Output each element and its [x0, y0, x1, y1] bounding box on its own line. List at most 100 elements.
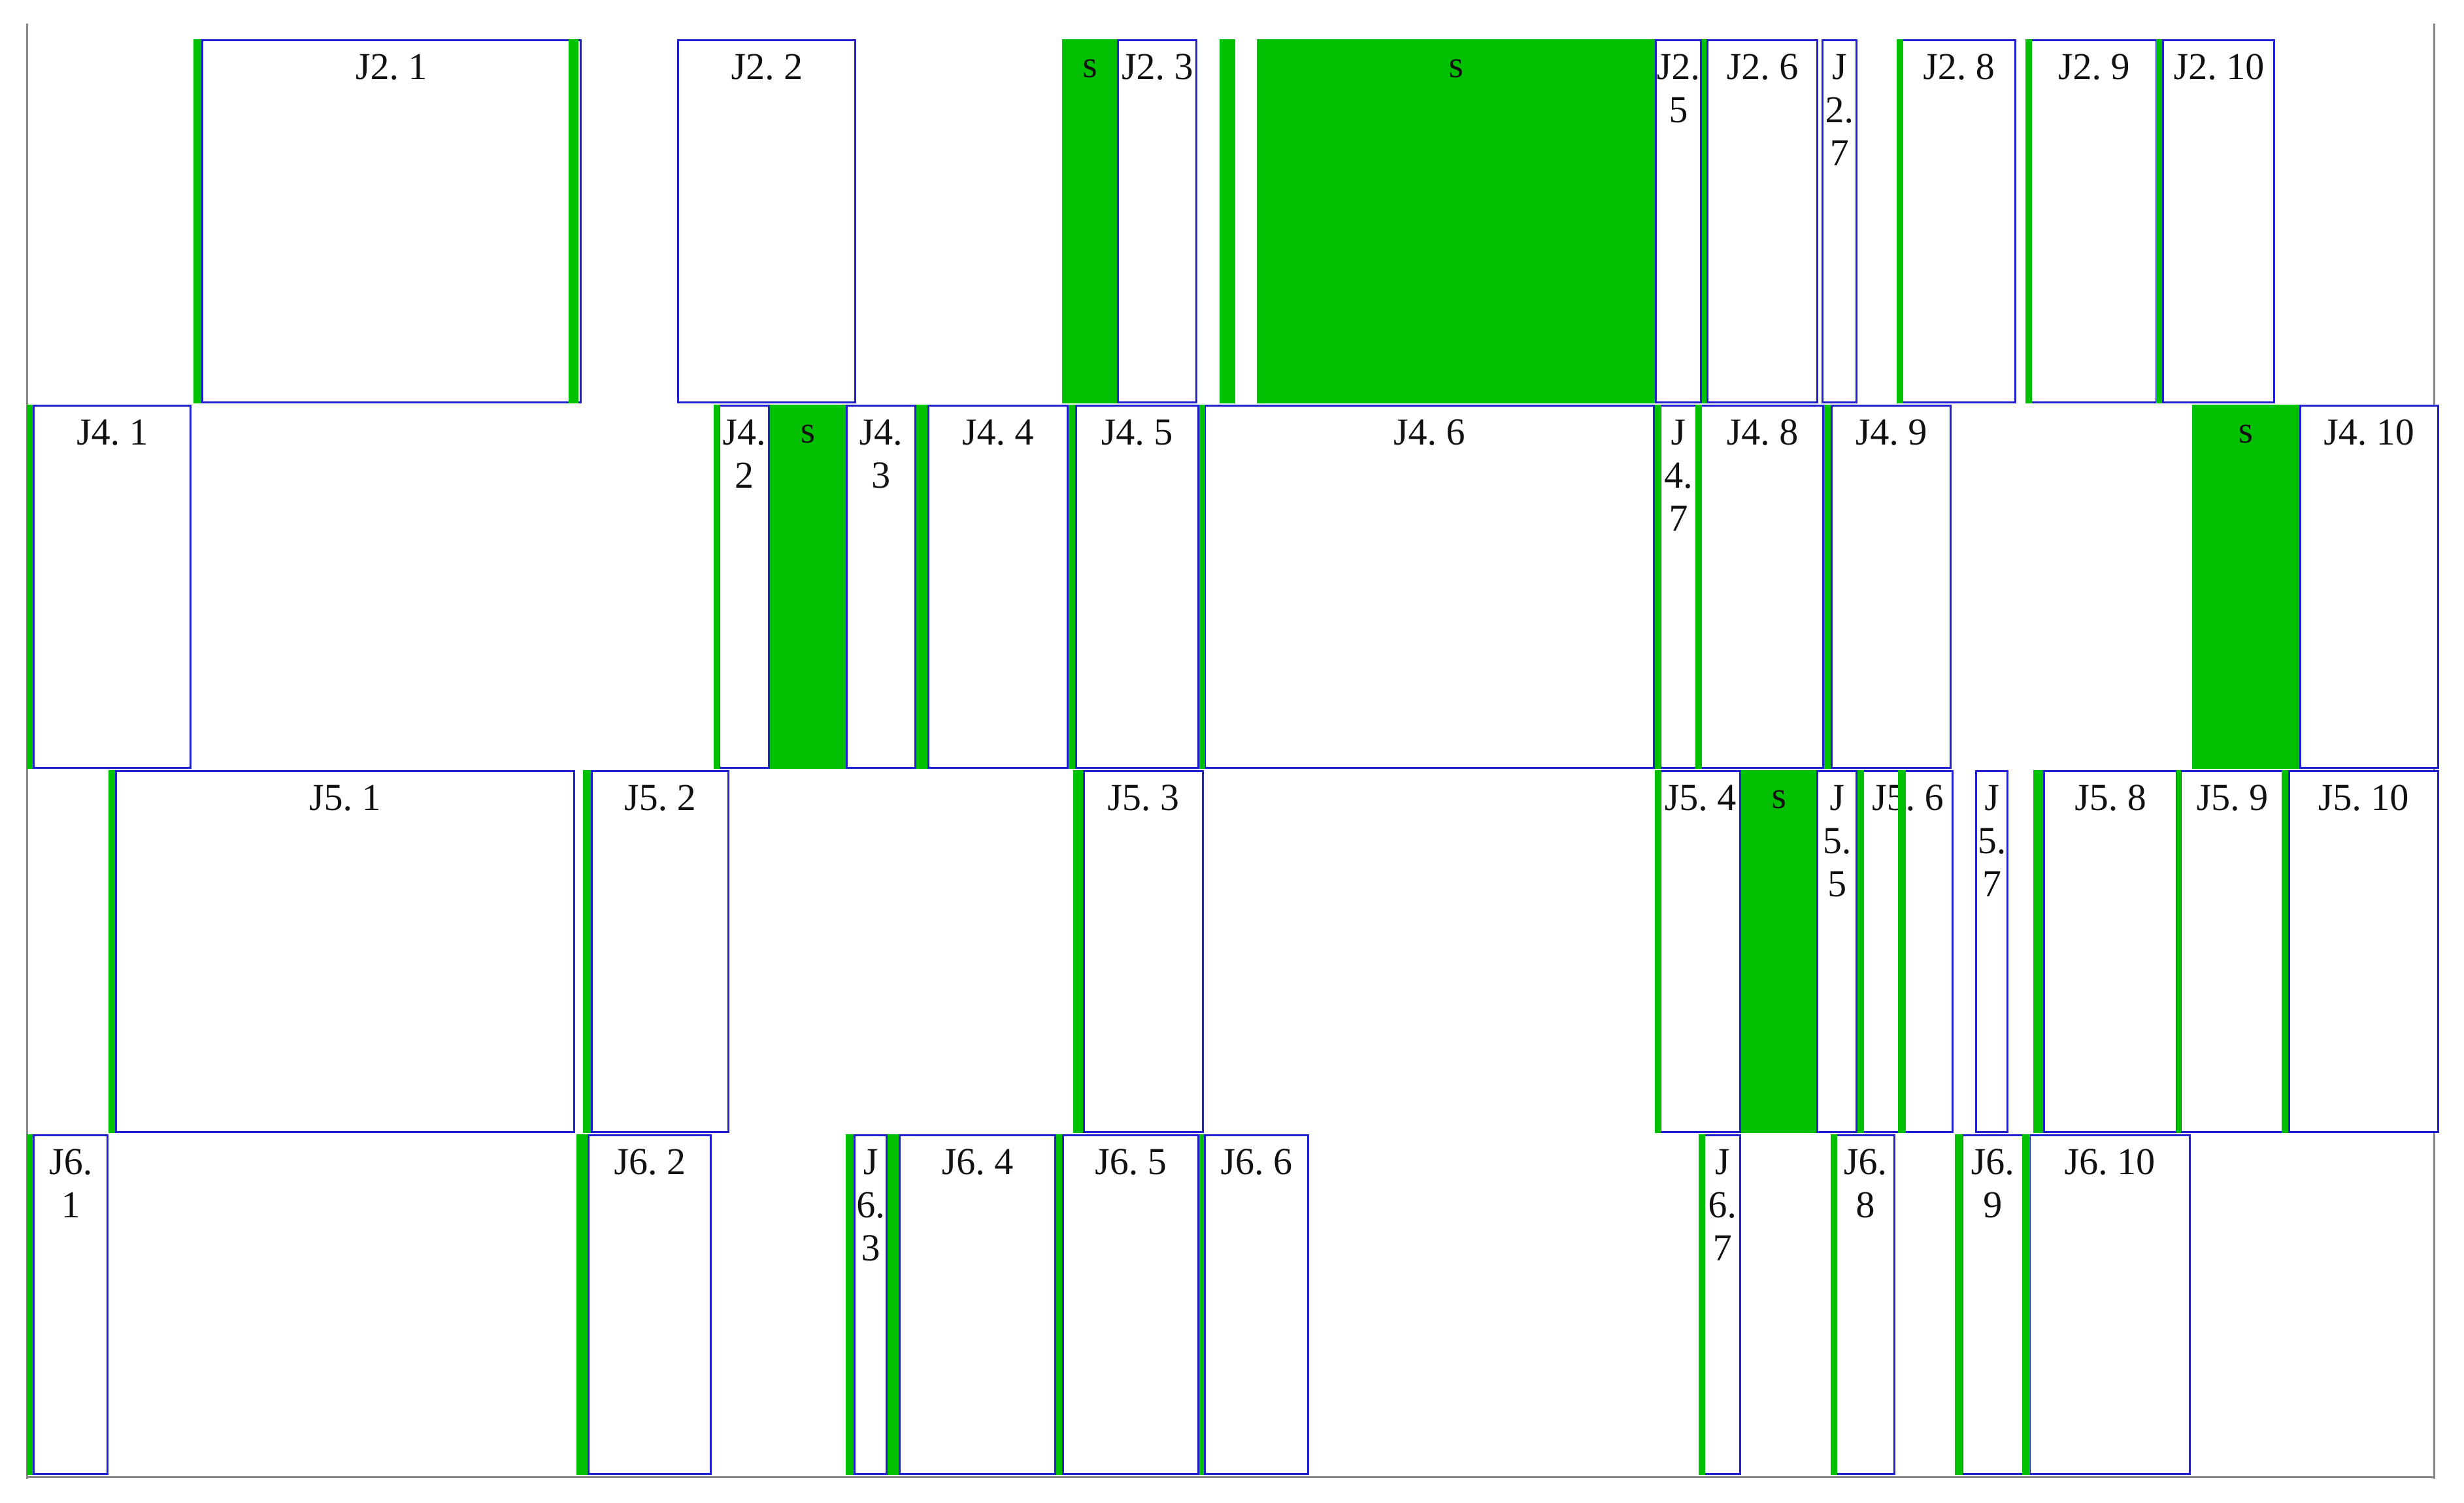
job-box: J5. 10 [2288, 770, 2439, 1133]
setup-label: s [1448, 42, 1463, 86]
job-box: J5. 5 [1816, 770, 1857, 1133]
job-box: J4. 2 [718, 405, 771, 769]
setup-bar [26, 1134, 33, 1475]
job-label: J2. 9 [2057, 44, 2130, 88]
job-label: J2. 3 [1121, 44, 1193, 88]
job-box: J6. 9 [1961, 1134, 2024, 1475]
job-label: J6. 2 [614, 1140, 686, 1183]
setup-bar: s [2192, 405, 2299, 769]
job-label: J2. 7 [1825, 44, 1854, 174]
job-box: J4. 8 [1700, 405, 1825, 769]
setup-bar: s [1062, 39, 1118, 403]
setup-bar [108, 770, 115, 1133]
job-label: J5. 7 [1977, 776, 2006, 905]
job-label: J5. 3 [1107, 776, 1179, 819]
setup-bar [1056, 1134, 1063, 1475]
job-label: J6. 3 [856, 1140, 885, 1270]
job-label: J4. 3 [859, 411, 903, 497]
setup-bar: s [770, 405, 846, 769]
job-box: J6. 6 [1203, 1134, 1309, 1475]
setup-bar [2022, 1134, 2031, 1475]
setup-bar [916, 405, 927, 769]
setup-bar [2282, 770, 2288, 1133]
setup-bar [1073, 770, 1083, 1133]
job-box: J2. 5 [1654, 39, 1702, 403]
job-label: J5. 8 [2074, 776, 2146, 819]
setup-bar [1897, 39, 1903, 403]
job-label: J4. 2 [722, 411, 766, 497]
job-box: J2. 2 [677, 39, 857, 403]
job-label: J6. 10 [2064, 1140, 2156, 1183]
setup-bar [1654, 405, 1661, 769]
setup-bar [1701, 39, 1707, 403]
setup-bar [569, 39, 578, 403]
setup-label: s [800, 409, 816, 452]
job-label: J4. 8 [1726, 411, 1799, 454]
job-box: J5. 1 [114, 770, 575, 1133]
setup-bar: s [1257, 39, 1655, 403]
setup-bar [583, 770, 591, 1133]
job-box: J5. 9 [2179, 770, 2285, 1133]
job-box: J6. 5 [1062, 1134, 1199, 1475]
job-box: J2. 7 [1821, 39, 1857, 403]
setup-label: s [1771, 774, 1786, 817]
job-label: J4. 7 [1664, 411, 1693, 540]
setup-label: s [1082, 42, 1097, 86]
job-box: J4. 6 [1203, 405, 1655, 769]
job-box: J4. 1 [33, 405, 192, 769]
job-label: J2. 8 [1923, 44, 1995, 88]
job-label: J6. 5 [1095, 1140, 1167, 1183]
setup-bar [193, 39, 201, 403]
setup-bar [1654, 770, 1661, 1133]
job-box: J4. 5 [1074, 405, 1199, 769]
job-label: J5. 5 [1822, 776, 1852, 905]
setup-bar [845, 1134, 854, 1475]
job-box: J5. 4 [1659, 770, 1741, 1133]
job-label: J6. 8 [1843, 1140, 1887, 1226]
job-box: J5. 3 [1082, 770, 1204, 1133]
setup-bar [1857, 770, 1864, 1133]
job-box: J2. 10 [2162, 39, 2276, 403]
job-box: J6. 4 [899, 1134, 1056, 1475]
setup-bar [26, 405, 33, 769]
setup-bar [888, 1134, 899, 1475]
setup-bar [576, 1134, 588, 1475]
job-box: J2. 1 [201, 39, 582, 403]
job-box: J6. 7 [1703, 1134, 1741, 1475]
job-label: J5. 9 [2196, 776, 2269, 819]
setup-bar [2156, 39, 2163, 403]
job-label: J2. 2 [731, 44, 803, 88]
job-label: J6. 4 [941, 1140, 1014, 1183]
job-box: J5. 6 [1862, 770, 1954, 1133]
job-label: J5. 4 [1664, 776, 1737, 819]
job-box: J6. 1 [33, 1134, 108, 1475]
job-box: J2. 3 [1117, 39, 1198, 403]
job-label: J2. 6 [1726, 44, 1799, 88]
setup-bar [2025, 39, 2032, 403]
job-label: J5. 1 [308, 776, 381, 819]
setup-bar [1898, 770, 1906, 1133]
job-box: J5. 2 [591, 770, 729, 1133]
job-box: J2. 9 [2030, 39, 2158, 403]
job-label: J4. 9 [1855, 411, 1927, 454]
setup-bar [2033, 770, 2043, 1133]
job-label: J4. 6 [1393, 411, 1465, 454]
setup-bar [1199, 1134, 1204, 1475]
setup-bar [1954, 1134, 1963, 1475]
job-label: J2. 5 [1656, 44, 1700, 131]
job-label: J4. 10 [2323, 411, 2414, 454]
job-box: J6. 10 [2028, 1134, 2191, 1475]
setup-bar [713, 405, 720, 769]
job-label: J6. 7 [1708, 1140, 1737, 1270]
job-label: J5. 10 [2318, 776, 2409, 819]
setup-bar [1831, 1134, 1837, 1475]
setup-bar [1699, 1134, 1705, 1475]
setup-bar: s [1741, 770, 1817, 1133]
setup-bar [2176, 770, 2182, 1133]
setup-label: s [2238, 409, 2254, 452]
job-label: J2. 10 [2173, 44, 2265, 88]
setup-bar [1068, 405, 1075, 769]
setup-bar [1824, 405, 1831, 769]
job-label: J6. 1 [49, 1140, 93, 1226]
